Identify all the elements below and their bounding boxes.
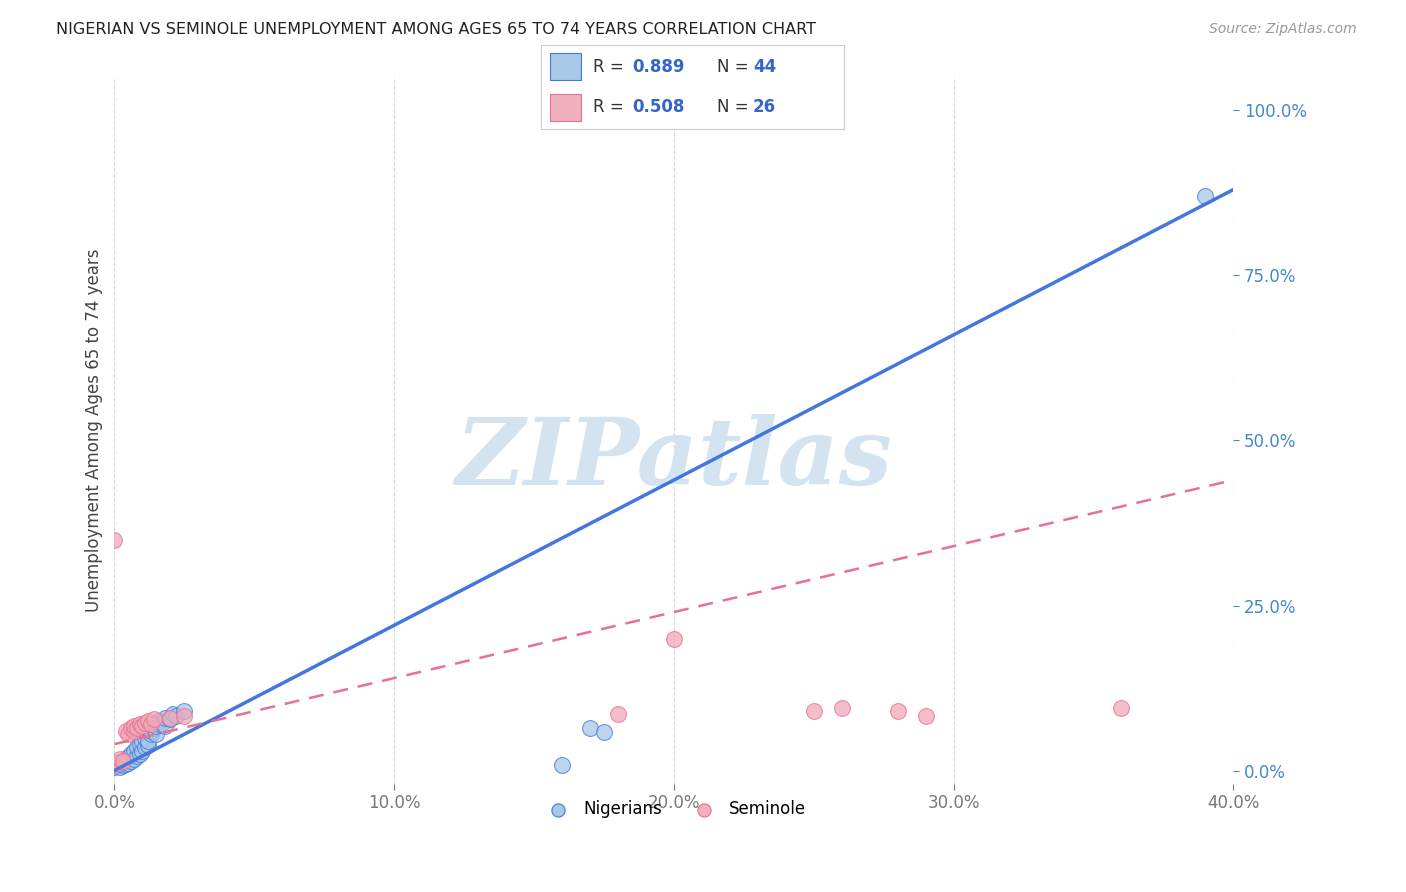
Bar: [550, 94, 581, 120]
Point: [103, 760, 125, 774]
Point: [173, 709, 195, 723]
Point: [159, 711, 181, 725]
Point: [125, 721, 148, 735]
Text: N =: N =: [717, 98, 754, 116]
Point: [551, 758, 574, 772]
Point: [125, 740, 148, 755]
Point: [148, 714, 170, 728]
Point: [122, 752, 145, 766]
Point: [128, 747, 150, 761]
Text: R =: R =: [593, 58, 628, 76]
Text: 26: 26: [754, 98, 776, 116]
Point: [117, 750, 139, 764]
Point: [117, 727, 139, 741]
Text: NIGERIAN VS SEMINOLE UNEMPLOYMENT AMONG AGES 65 TO 74 YEARS CORRELATION CHART: NIGERIAN VS SEMINOLE UNEMPLOYMENT AMONG …: [56, 22, 817, 37]
Point: [117, 756, 139, 770]
Point: [131, 744, 153, 758]
Point: [108, 756, 131, 771]
Point: [803, 704, 825, 718]
Point: [122, 723, 145, 738]
Point: [145, 719, 167, 733]
Point: [114, 723, 136, 738]
Point: [162, 707, 184, 722]
Point: [606, 707, 628, 722]
Point: [105, 758, 128, 772]
Point: [105, 756, 128, 770]
Point: [103, 758, 125, 772]
Point: [111, 758, 134, 772]
Text: ZIPatlas: ZIPatlas: [456, 414, 893, 504]
Point: [136, 739, 159, 753]
Text: 44: 44: [754, 58, 776, 76]
Legend: Nigerians, Seminole: Nigerians, Seminole: [536, 794, 813, 825]
Point: [128, 737, 150, 751]
Bar: [550, 54, 581, 80]
Point: [579, 721, 602, 735]
Point: [145, 727, 167, 741]
Y-axis label: Unemployment Among Ages 65 to 74 years: Unemployment Among Ages 65 to 74 years: [86, 249, 103, 612]
Text: 0.508: 0.508: [633, 98, 685, 116]
Point: [148, 717, 170, 731]
Point: [103, 533, 125, 547]
Point: [142, 712, 165, 726]
Point: [165, 709, 187, 723]
Point: [114, 756, 136, 771]
Point: [134, 740, 156, 755]
Point: [1111, 701, 1133, 715]
Point: [159, 712, 181, 726]
Point: [150, 716, 173, 731]
Point: [593, 725, 616, 739]
Point: [128, 717, 150, 731]
Point: [108, 752, 131, 766]
Point: [108, 760, 131, 774]
Point: [914, 709, 936, 723]
Point: [831, 701, 853, 715]
Point: [105, 756, 128, 770]
Point: [153, 719, 176, 733]
Point: [173, 704, 195, 718]
Point: [122, 719, 145, 733]
Point: [136, 734, 159, 748]
Point: [120, 754, 142, 768]
Point: [662, 632, 685, 646]
Text: 0.889: 0.889: [633, 58, 685, 76]
Point: [111, 754, 134, 768]
Point: [1194, 189, 1216, 203]
Point: [134, 716, 156, 731]
Point: [131, 719, 153, 733]
Point: [120, 721, 142, 735]
Text: R =: R =: [593, 98, 628, 116]
Point: [139, 727, 162, 741]
Text: Source: ZipAtlas.com: Source: ZipAtlas.com: [1209, 22, 1357, 37]
Point: [120, 747, 142, 761]
Point: [134, 731, 156, 745]
Point: [111, 754, 134, 768]
Point: [153, 711, 176, 725]
Text: N =: N =: [717, 58, 754, 76]
Point: [122, 744, 145, 758]
Point: [114, 752, 136, 766]
Point: [139, 723, 162, 738]
Point: [886, 704, 908, 718]
Point: [131, 734, 153, 748]
Point: [136, 714, 159, 728]
Point: [139, 717, 162, 731]
Point: [125, 749, 148, 764]
Point: [142, 721, 165, 735]
